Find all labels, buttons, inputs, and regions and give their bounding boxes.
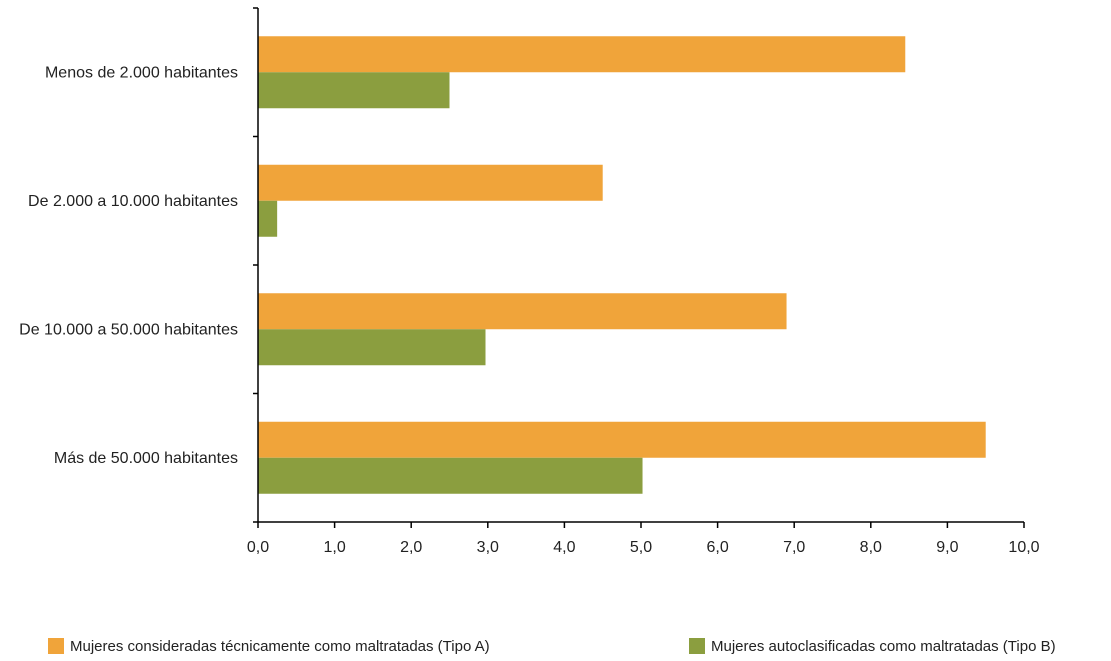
bar-tipo-a-1 [258,164,603,201]
bar-tipo-b-3 [258,457,643,494]
bar-tipo-b-0 [258,72,450,109]
bar-tipo-a-3 [258,421,986,458]
legend-label-tipo-b: Mujeres autoclasificadas como maltratada… [711,637,1056,655]
bar-tipo-b-2 [258,329,486,366]
x-tick-label-6: 6,0 [706,539,728,556]
bar-tipo-a-2 [258,293,787,330]
bar-tipo-b-1 [258,200,278,237]
x-tick-label-5: 5,0 [630,539,652,556]
legend-swatch-tipo-a [48,638,64,654]
legend-item-tipo-b: Mujeres autoclasificadas como maltratada… [689,636,1056,656]
category-label-2: De 10.000 a 50.000 habitantes [19,321,238,338]
x-tick-label-3: 3,0 [477,539,499,556]
x-tick-label-9: 9,0 [936,539,958,556]
category-label-0: Menos de 2.000 habitantes [45,64,238,81]
x-tick-label-0: 0,0 [247,539,269,556]
x-tick-label-8: 8,0 [860,539,882,556]
legend-swatch-tipo-b [689,638,705,654]
x-tick-label-1: 1,0 [323,539,345,556]
x-tick-label-4: 4,0 [553,539,575,556]
category-label-3: Más de 50.000 habitantes [54,450,238,467]
x-tick-label-10: 10,0 [1008,539,1039,556]
x-tick-label-7: 7,0 [783,539,805,556]
legend-item-tipo-a: Mujeres consideradas técnicamente como m… [48,636,490,656]
legend-label-tipo-a: Mujeres consideradas técnicamente como m… [70,637,490,655]
bar-tipo-a-0 [258,36,906,73]
x-tick-label-2: 2,0 [400,539,422,556]
category-label-1: De 2.000 a 10.000 habitantes [28,193,238,210]
